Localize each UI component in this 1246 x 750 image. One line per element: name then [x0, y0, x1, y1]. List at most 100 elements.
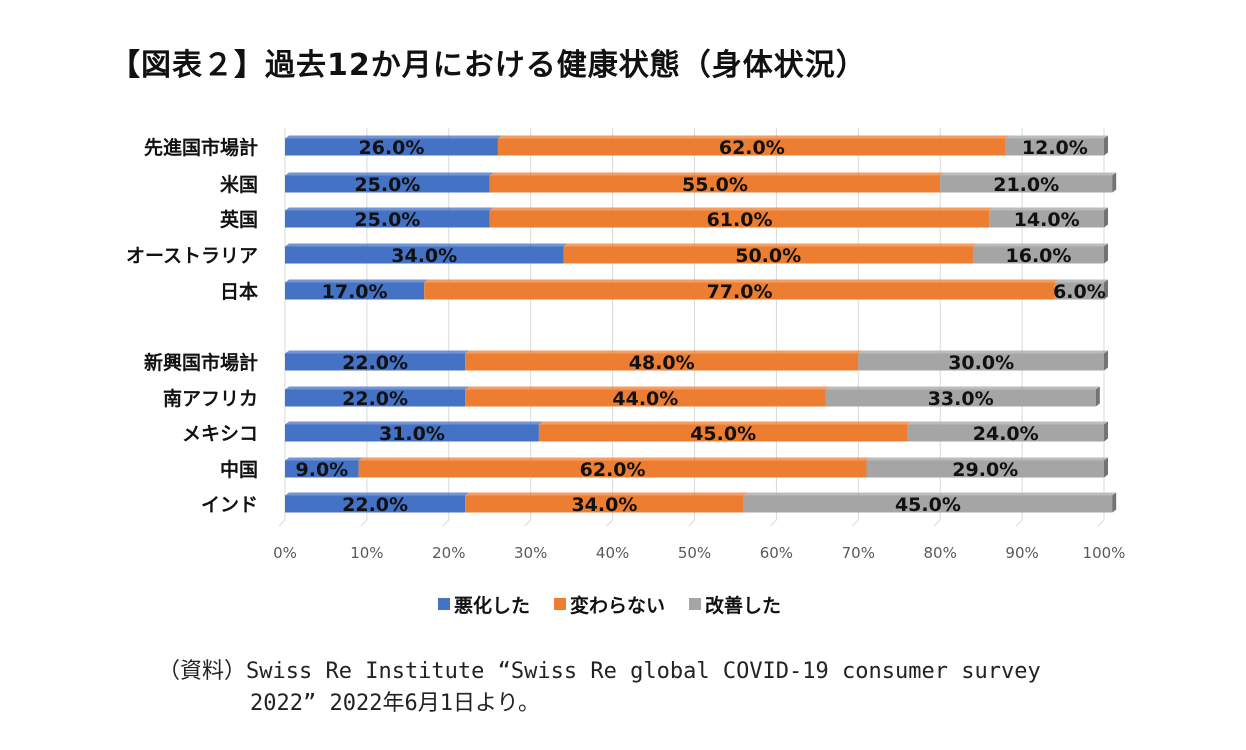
bar-end-face — [1104, 421, 1108, 442]
data-label: 31.0% — [379, 423, 445, 445]
data-label: 22.0% — [342, 388, 408, 410]
data-label: 45.0% — [895, 494, 961, 516]
bar-segment — [989, 210, 1104, 228]
bar-segment — [563, 246, 973, 264]
bar-segment-top — [825, 386, 1100, 390]
data-label: 26.0% — [359, 137, 425, 159]
gridline-foot — [688, 519, 695, 527]
source-note: （資料）Swiss Re Institute “Swiss Re global … — [158, 656, 1041, 720]
data-label: 22.0% — [342, 494, 408, 516]
data-label: 25.0% — [354, 209, 420, 231]
x-tick-label: 90% — [1005, 544, 1038, 562]
bar-segment — [940, 175, 1113, 193]
bar-segment-top — [972, 243, 1108, 247]
category-label: 米国 — [220, 173, 258, 196]
bar-segment-top — [424, 279, 1059, 283]
data-label: 24.0% — [973, 423, 1039, 445]
data-label: 34.0% — [571, 494, 637, 516]
data-label: 6.0% — [1053, 281, 1106, 303]
category-label: 中国 — [220, 458, 258, 481]
bar-segment — [285, 389, 466, 407]
bar-segment-top — [285, 172, 494, 176]
data-label: 17.0% — [322, 281, 388, 303]
data-label: 55.0% — [682, 174, 748, 196]
bar-segment — [285, 246, 564, 264]
data-label: 34.0% — [391, 245, 457, 267]
bar-segment-top — [285, 279, 429, 283]
gridline-foot — [278, 519, 286, 527]
data-label: 44.0% — [612, 388, 678, 410]
legend-swatch — [554, 598, 567, 610]
bar-end-face — [1104, 279, 1108, 300]
bar-segment — [907, 424, 1104, 442]
bar-segment-top — [489, 207, 994, 211]
bar-segment-top — [866, 457, 1108, 461]
category-label: 日本 — [220, 280, 258, 303]
bar-segment — [825, 389, 1096, 407]
stacked-bar-chart: 0% 10% 20% 30% 40% 50% 60% 70% 80% 90% 100% 先進国市場計 2… — [126, 128, 1126, 617]
gridline-foot — [770, 519, 777, 527]
bar-segment — [866, 460, 1104, 478]
bar-segment — [497, 138, 1006, 156]
x-tick-label: 10% — [350, 544, 383, 562]
category-label: 英国 — [220, 208, 258, 231]
bar-segment-top — [1054, 279, 1108, 283]
bar-segment — [285, 210, 490, 228]
bar-segment-top — [285, 135, 502, 139]
gridline-foot — [933, 519, 941, 527]
x-tick-label: 100% — [1083, 544, 1126, 562]
data-label: 62.0% — [580, 459, 646, 481]
data-label: 61.0% — [707, 209, 773, 231]
gridline-foot — [1097, 519, 1105, 527]
bar-segment — [285, 175, 490, 193]
data-label: 29.0% — [952, 459, 1018, 481]
bar-segment — [465, 389, 826, 407]
bar-end-face — [1104, 135, 1108, 156]
data-label: 50.0% — [735, 245, 801, 267]
bar-segment-top — [989, 207, 1108, 211]
x-tick-label: 60% — [760, 544, 793, 562]
bar-segment — [285, 460, 359, 478]
bar-segment — [858, 353, 1104, 371]
data-label: 22.0% — [342, 352, 408, 374]
bar-segment-top — [465, 492, 748, 496]
bar-segment-top — [465, 350, 863, 354]
category-label: 南アフリカ — [163, 388, 258, 410]
bar-segment-top — [285, 421, 543, 425]
legend-label: 悪化した — [454, 594, 530, 617]
bar-segment — [285, 282, 425, 300]
data-label: 14.0% — [1014, 209, 1080, 231]
gridline-foot — [606, 519, 613, 527]
bar-segment — [1005, 138, 1104, 156]
bar-segment — [489, 210, 990, 228]
bar-segment-top — [907, 421, 1108, 425]
bar-segment — [285, 138, 498, 156]
bar-end-face — [1112, 492, 1117, 513]
data-label: 33.0% — [928, 388, 994, 410]
legend-swatch — [438, 598, 450, 610]
bar-segment-top — [285, 492, 470, 496]
legend-swatch — [689, 598, 702, 610]
category-label: 新興国市場計 — [144, 351, 258, 374]
bar-segment — [743, 495, 1113, 513]
x-tick-label: 70% — [842, 544, 875, 562]
bar-end-face — [1112, 172, 1117, 193]
data-label: 9.0% — [296, 459, 349, 481]
category-label: オーストラリア — [126, 245, 258, 267]
category-label: メキシコ — [182, 423, 258, 445]
x-tick-label: 0% — [273, 544, 297, 562]
bar-segment — [972, 246, 1104, 264]
data-label: 48.0% — [629, 352, 695, 374]
bar-segment-top — [1005, 135, 1108, 139]
x-tick-label: 40% — [596, 544, 629, 562]
gridline-foot — [360, 519, 368, 527]
bar-segment — [424, 282, 1055, 300]
x-tick-label: 50% — [678, 544, 711, 562]
bar-segment — [465, 353, 859, 371]
bar-segment — [489, 175, 941, 193]
data-label: 62.0% — [719, 137, 785, 159]
bar-segment — [285, 495, 466, 513]
bar-segment-top — [858, 350, 1108, 354]
data-label: 21.0% — [993, 174, 1059, 196]
bar-segment-top — [358, 457, 871, 461]
